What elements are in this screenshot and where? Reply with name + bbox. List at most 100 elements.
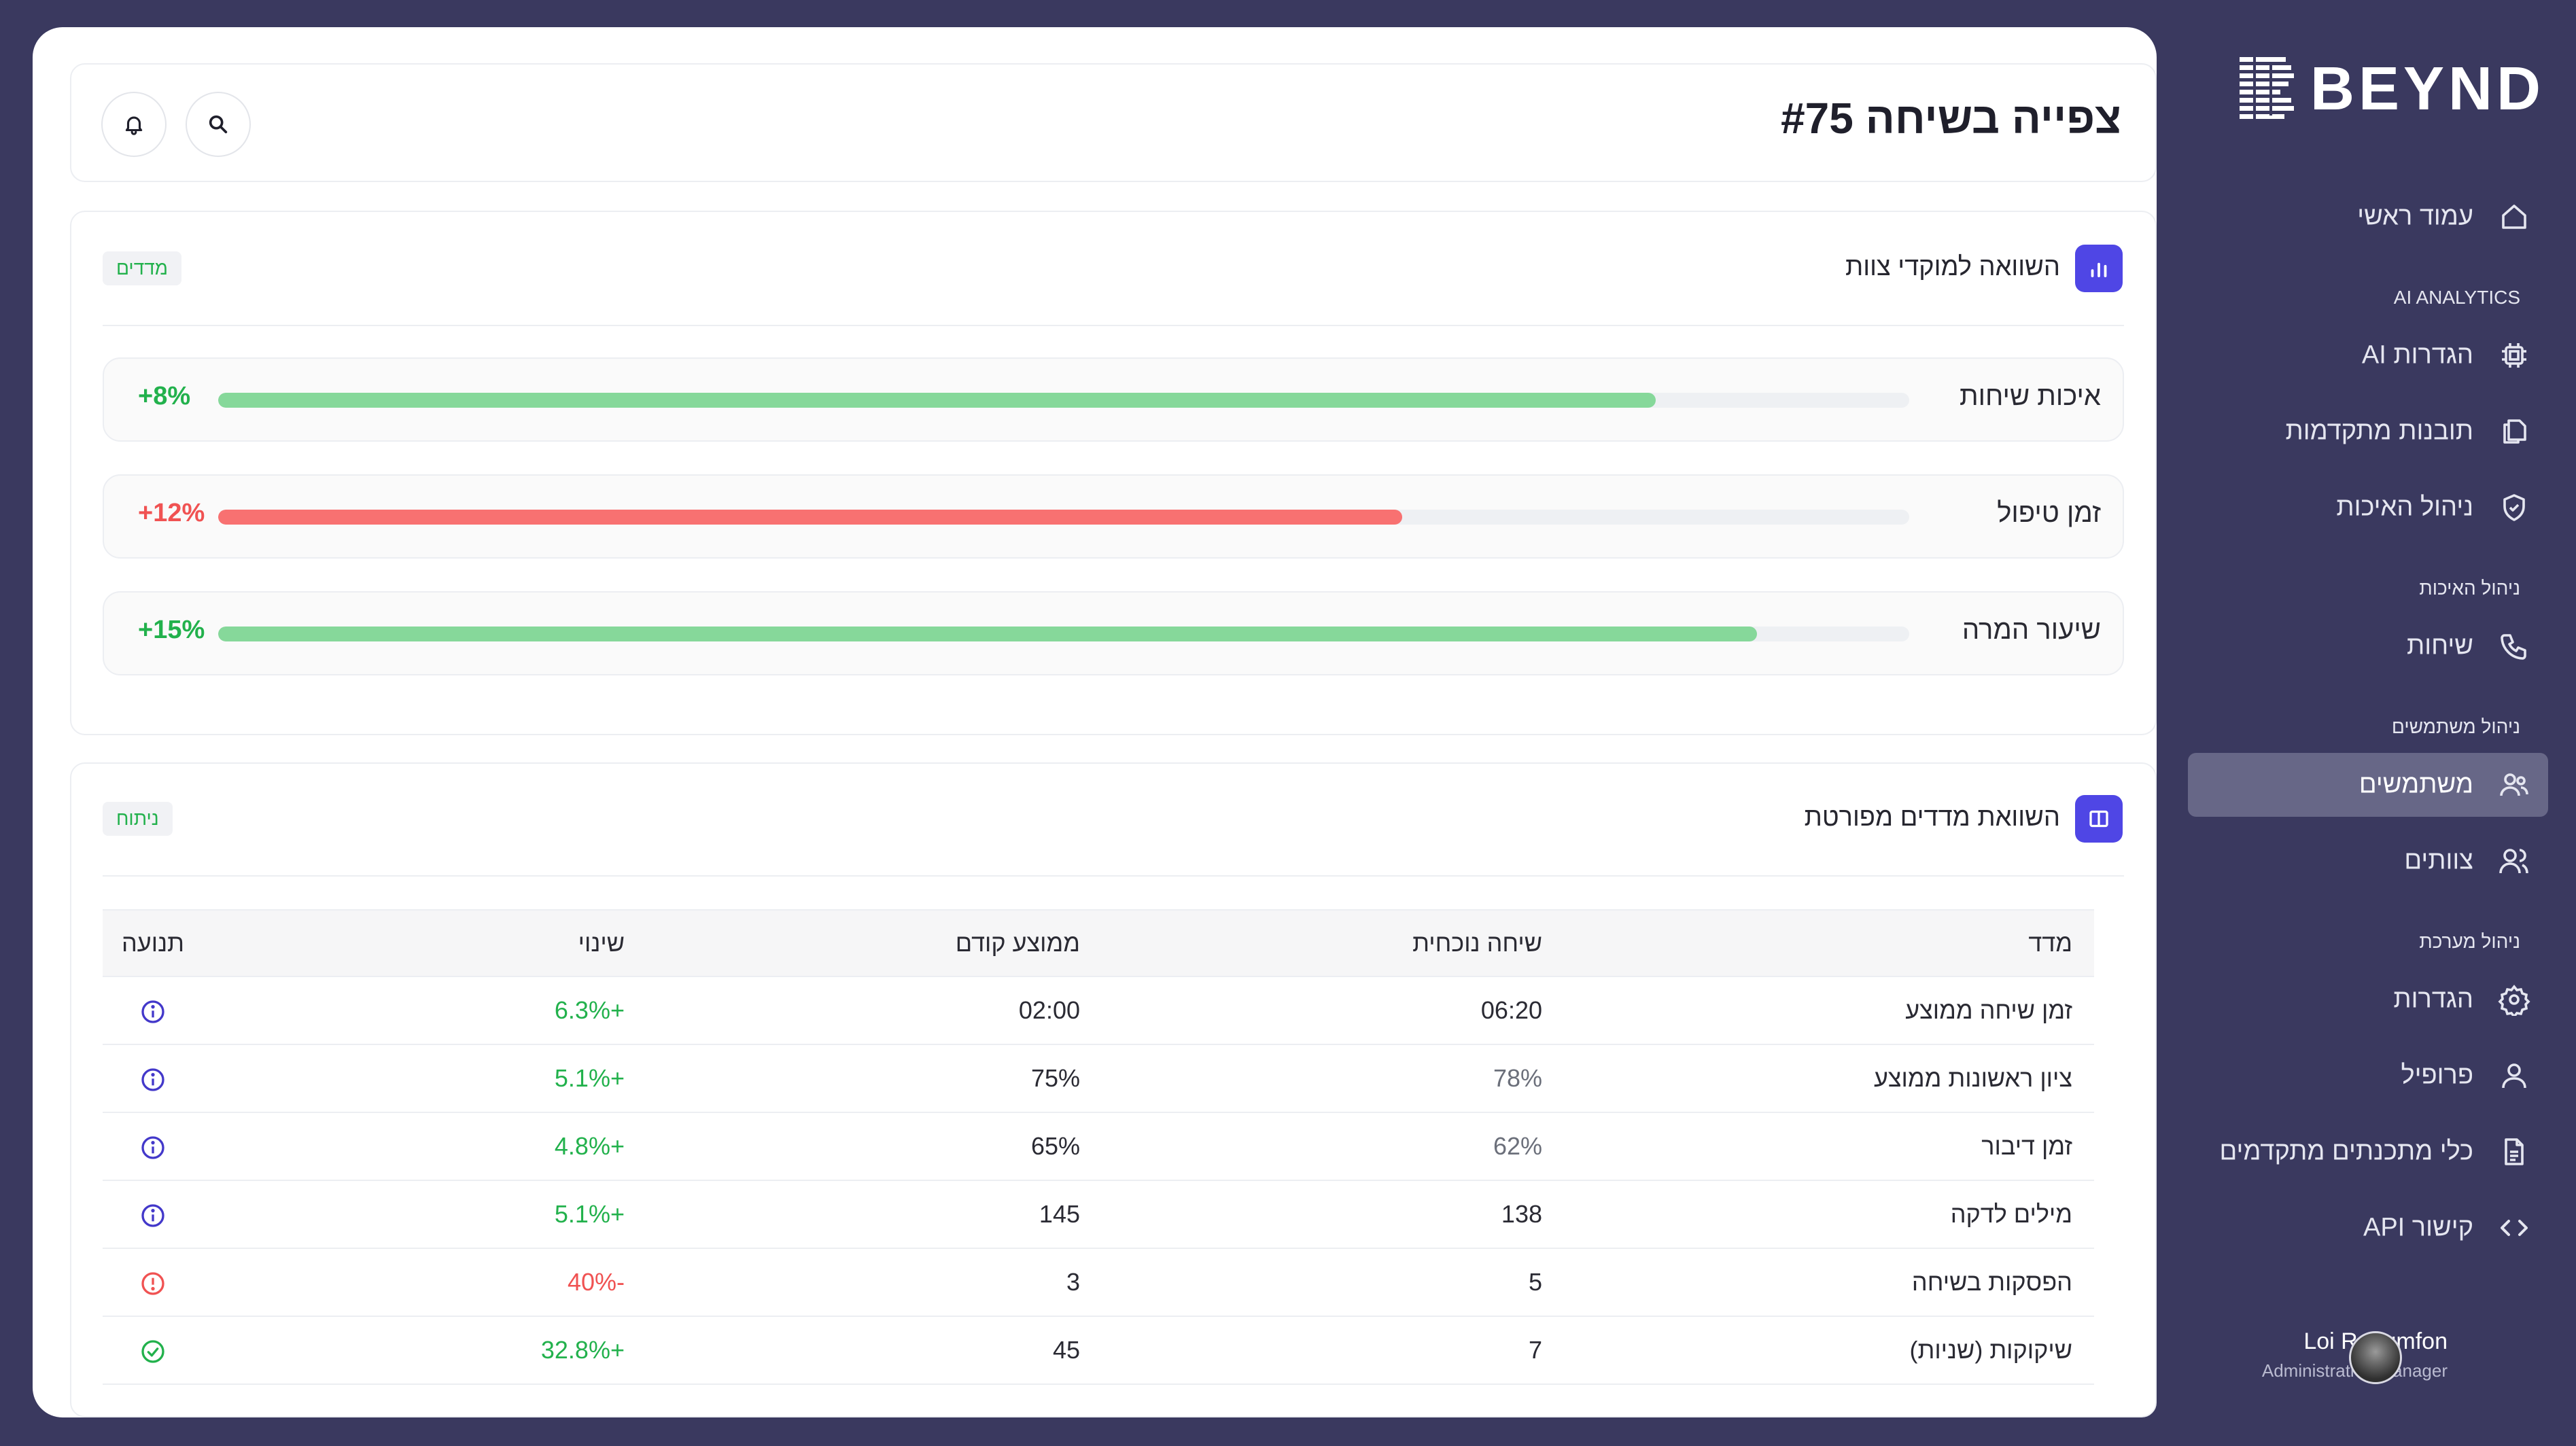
current-value-cell: 62% <box>1080 1112 1542 1181</box>
sidebar-item-label: צוותים <box>2404 846 2473 875</box>
current-value-cell: 7 <box>1080 1316 1542 1385</box>
avatar[interactable] <box>2349 1331 2402 1384</box>
status-cell <box>103 1180 203 1249</box>
metric-row: שיעור המרה +15% <box>103 591 2124 675</box>
current-value-cell: 5 <box>1080 1248 1542 1317</box>
previous-value-cell: 145 <box>625 1180 1080 1249</box>
change-cell: +5.1% <box>203 1180 625 1249</box>
sidebar-item-dev-tools[interactable]: כלי מתכנתים מתקדמים <box>2188 1120 2548 1184</box>
sidebar-item-label: תובנות מתקדמות <box>2285 417 2473 446</box>
check-circle-icon[interactable] <box>139 1338 167 1365</box>
current-value-cell: 78% <box>1080 1044 1542 1113</box>
gear-icon <box>2495 981 2533 1019</box>
change-cell: +5.1% <box>203 1044 625 1113</box>
table-row: הפסקות בשיחה 5 3 -40% <box>103 1248 2094 1317</box>
sidebar-item-users[interactable]: משתמשים <box>2188 753 2548 817</box>
users-icon <box>2495 766 2533 804</box>
progress-fill <box>218 510 1402 525</box>
status-cell <box>103 1316 203 1385</box>
metric-label: זמן טיפול <box>1997 498 2101 528</box>
info-icon[interactable] <box>139 1134 167 1161</box>
table-row: זמן שיחה ממוצע 06:20 02:00 +6.3% <box>103 976 2094 1045</box>
metric-change: +15% <box>138 616 205 644</box>
table-header-row: מדד שיחה נוכחית ממוצע קודם שינוי תנועה <box>103 909 2094 977</box>
metric-name-cell: זמן שיחה ממוצע <box>1542 976 2094 1045</box>
progress-track <box>218 510 1909 525</box>
metric-row: זמן טיפול +12% <box>103 474 2124 559</box>
previous-value-cell: 75% <box>625 1044 1080 1113</box>
detailed-comparison-panel: השוואת מדדים מפורטת ניתוח מדד שיחה נוכחי… <box>70 762 2157 1417</box>
sidebar-item-label: קישור API <box>2363 1213 2473 1242</box>
sidebar-item-calls[interactable]: שיחות <box>2188 614 2548 678</box>
sidebar-item-settings[interactable]: הגדרות <box>2188 968 2548 1031</box>
change-cell: +6.3% <box>203 976 625 1045</box>
column-header: שינוי <box>203 909 625 977</box>
change-cell: +4.8% <box>203 1112 625 1181</box>
sidebar-item-label: ניהול האיכות <box>2336 493 2473 522</box>
home-icon <box>2495 198 2533 236</box>
panel-title: השוואת מדדים מפורטת <box>1804 803 2060 832</box>
sidebar-item-profile[interactable]: פרופיל <box>2188 1044 2548 1108</box>
warning-icon[interactable] <box>139 1270 167 1297</box>
table-row: ציון ראשונות ממוצע 78% 75% +5.1% <box>103 1044 2094 1113</box>
sidebar-item-label: פרופיל <box>2401 1061 2473 1090</box>
section-label-users: ניהול משתמשים <box>2391 716 2520 737</box>
previous-value-cell: 02:00 <box>625 976 1080 1045</box>
current-value-cell: 138 <box>1080 1180 1542 1249</box>
shield-check-icon <box>2495 489 2533 527</box>
status-cell <box>103 1044 203 1113</box>
bell-icon <box>125 116 143 135</box>
sidebar-item-quality[interactable]: ניהול האיכות <box>2188 476 2548 540</box>
sidebar-item-home[interactable]: עמוד ראשי <box>2188 185 2548 249</box>
status-cell <box>103 1248 203 1317</box>
search-icon <box>209 115 228 134</box>
metric-name-cell: הפסקות בשיחה <box>1542 1248 2094 1317</box>
copy-icon <box>2495 412 2533 451</box>
info-icon[interactable] <box>139 1066 167 1093</box>
page-title: צפייה בשיחה #75 <box>1781 94 2121 143</box>
sidebar-item-insights[interactable]: תובנות מתקדמות <box>2188 400 2548 463</box>
metric-change: +8% <box>138 382 191 410</box>
logo: BEYND <box>2240 54 2545 124</box>
divider <box>103 325 2124 326</box>
status-cell <box>103 976 203 1045</box>
sidebar: BEYND עמוד ראשי AI ANALYTICS הגדרות AI ת… <box>2157 0 2576 1446</box>
metrics-tag: מדדים <box>103 251 181 285</box>
page-header: צפייה בשיחה #75 <box>70 63 2157 182</box>
sidebar-item-label: משתמשים <box>2359 770 2473 799</box>
metrics-table: מדד שיחה נוכחית ממוצע קודם שינוי תנועה ז… <box>103 909 2094 1385</box>
sidebar-item-label: כלי מתכנתים מתקדמים <box>2219 1137 2473 1166</box>
team-comparison-panel: השוואה למוקדי צוות מדדים איכות שיחות +8%… <box>70 211 2157 735</box>
info-icon[interactable] <box>139 998 167 1025</box>
info-icon[interactable] <box>139 1202 167 1229</box>
notifications-button[interactable] <box>101 92 167 157</box>
logo-icon <box>2240 56 2294 122</box>
change-cell: -40% <box>203 1248 625 1317</box>
progress-fill <box>218 627 1758 641</box>
sidebar-item-api[interactable]: קישור API <box>2188 1196 2548 1260</box>
previous-value-cell: 65% <box>625 1112 1080 1181</box>
metric-name-cell: שיקוקות (שניות) <box>1542 1316 2094 1385</box>
phone-icon <box>2495 627 2533 665</box>
section-label-quality: ניהול האיכות <box>2419 578 2520 599</box>
progress-track <box>218 393 1909 408</box>
status-cell <box>103 1112 203 1181</box>
metric-row: איכות שיחות +8% <box>103 357 2124 442</box>
progress-track <box>218 627 1909 641</box>
search-button[interactable] <box>186 92 251 157</box>
metric-name-cell: מילים לדקה <box>1542 1180 2094 1249</box>
metric-name-cell: ציון ראשונות ממוצע <box>1542 1044 2094 1113</box>
chart-icon <box>2075 245 2123 292</box>
metric-name-cell: זמן דיבור <box>1542 1112 2094 1181</box>
analysis-tag: ניתוח <box>103 802 173 836</box>
logo-text: BEYND <box>2310 55 2545 123</box>
section-label-system: ניהול מערכת <box>2419 931 2520 952</box>
sidebar-item-label: הגדרות <box>2393 985 2473 1014</box>
main-content: צפייה בשיחה #75 השוואה למוקדי צוות מדדים… <box>33 27 2157 1417</box>
sidebar-item-ai-settings[interactable]: הגדרות AI <box>2188 323 2548 387</box>
sidebar-item-label: הגדרות AI <box>2361 340 2473 370</box>
table-row: מילים לדקה 138 145 +5.1% <box>103 1180 2094 1249</box>
sidebar-item-teams[interactable]: צוותים <box>2188 829 2548 893</box>
sidebar-item-label: שיחות <box>2407 631 2473 660</box>
metric-label: שיעור המרה <box>1962 615 2101 645</box>
